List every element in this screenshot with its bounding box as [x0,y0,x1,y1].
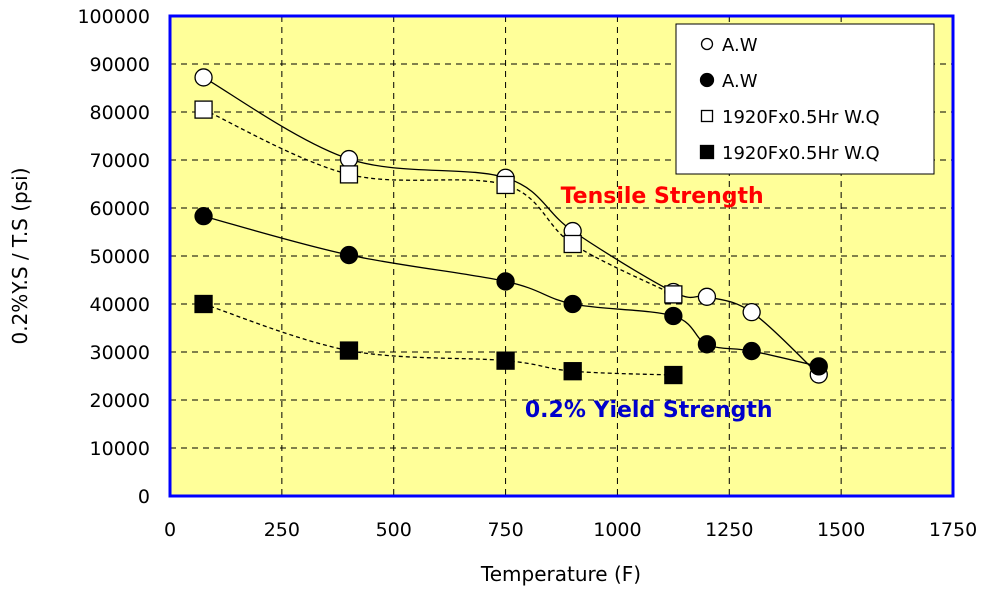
y-tick-labels: 0 10000 20000 30000 40000 50000 60000 70000 8000… [77,6,150,508]
legend-entry-2: A.W [722,71,758,92]
y-tick-label: 60000 [90,198,150,220]
y-tick-label: 20000 [90,390,150,412]
data-point-series-1 [742,303,761,322]
data-point-series-2 [496,272,515,291]
data-point-series-2 [194,207,213,226]
legend-marker-1 [700,37,714,51]
data-point-series-3 [339,165,359,184]
data-point-series-3 [496,175,515,195]
annotations: Tensile Strength 0.2% Yield Strength [525,184,773,423]
data-point-series-4 [194,294,213,314]
data-point-series-2 [742,341,761,361]
x-axis-label: Temperature (F) [480,562,641,586]
plot-border [168,14,955,498]
data-point-series-2 [664,306,683,326]
x-tick-label: 1250 [705,519,753,541]
y-tick-label: 70000 [90,150,150,172]
annotation-tensile-strength: Tensile Strength [561,184,764,209]
x-tick-label: 1000 [593,519,641,541]
legend-entry-3: 1920Fx0.5Hr W.Q [722,107,880,128]
y-tick-label: 30000 [90,342,150,364]
x-tick-label: 750 [487,519,523,541]
data-point-series-4 [664,365,683,385]
data-point-series-2 [809,357,828,376]
data-point-series-4 [563,362,582,381]
series-line-3 [203,109,674,295]
x-tick-label: 1750 [929,519,977,541]
data-point-series-1 [697,287,717,306]
plot-frame [168,14,955,498]
y-tick-label: 0 [138,486,150,508]
data-point-series-2 [339,245,359,265]
series-markers [194,68,828,385]
legend-entry-1: A.W [722,35,758,56]
y-tick-label: 40000 [90,294,150,316]
data-point-series-3 [664,285,683,304]
y-axis-label: 0.2%Y.S / T.S (psi) [8,167,32,344]
legend-entry-4: 1920Fx0.5Hr W.Q [722,143,880,164]
data-point-series-4 [496,351,515,370]
x-tick-label: 1500 [817,519,865,541]
legend-marker-2 [699,72,715,88]
y-tick-label: 90000 [90,54,150,76]
y-tick-label: 50000 [90,246,150,268]
x-tick-label: 250 [264,519,300,541]
data-point-series-3 [563,234,582,254]
legend-marker-3 [700,109,714,123]
data-point-series-3 [194,100,213,119]
y-tick-label: 80000 [90,102,150,124]
y-tick-label: 100000 [77,6,150,28]
legend-marker-4 [699,144,715,160]
x-tick-labels: 0 250 500 750 1000 1250 1500 1750 [164,519,977,541]
data-point-series-1 [194,68,213,87]
x-tick-label: 500 [376,519,412,541]
annotation-yield-strength: 0.2% Yield Strength [525,398,773,423]
data-point-series-2 [563,294,582,314]
legend: A.W A.W 1920Fx0.5Hr W.Q 1920Fx0.5Hr W.Q [675,23,935,175]
y-tick-label: 10000 [90,438,150,460]
x-tick-label: 0 [164,519,176,541]
legend-box [675,23,935,175]
data-point-series-1 [339,149,359,169]
data-point-series-4 [339,341,359,360]
series-line-4 [203,303,674,376]
data-point-series-2 [697,335,717,354]
